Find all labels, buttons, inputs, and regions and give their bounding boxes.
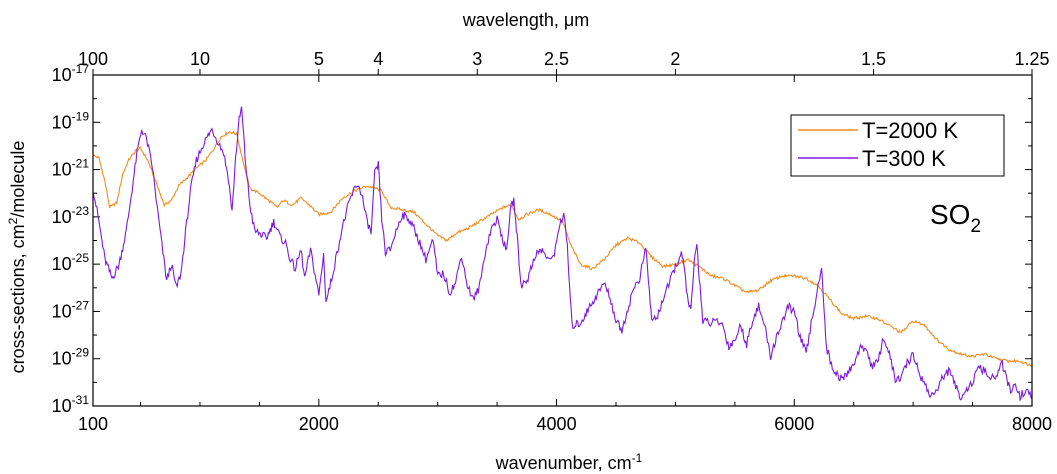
x-axis-title-main: wavenumber, cm <box>495 453 632 473</box>
y-tick-label-4: 10-23 <box>52 204 90 227</box>
top-tick-label-0: 100 <box>78 49 108 69</box>
x-axis-title: wavenumber, cm-1 <box>495 451 643 473</box>
top-tick-label-3: 4 <box>373 49 383 69</box>
plot-frame <box>92 74 1033 407</box>
y-tick-label-3: 10-25 <box>52 251 90 274</box>
molecule-annotation-main: SO <box>930 199 970 230</box>
top-tick-label-1: 10 <box>190 49 210 69</box>
legend-label-t300: T=300 K <box>862 146 946 171</box>
legend: T=2000 K T=300 K <box>790 114 1005 177</box>
ticks-layer: 100 2000 4000 6000 8000 100 10 5 4 3 2.5 2 1.5 1.25 10… <box>52 49 1052 434</box>
y-axis-title-rest: /molecule <box>8 141 28 218</box>
legend-box <box>790 114 1005 177</box>
top-tick-label-4: 3 <box>472 49 482 69</box>
y-tick-label-7: 10-17 <box>52 62 90 85</box>
top-tick-label-8: 1.25 <box>1014 49 1049 69</box>
x-tick-label-3: 6000 <box>774 414 814 434</box>
x-tick-label-0: 100 <box>78 414 108 434</box>
y-tick-label-6: 10-19 <box>52 109 90 132</box>
y-axis-title-main: cross-sections, cm <box>8 224 28 373</box>
x-axis-title-sup: -1 <box>632 451 643 465</box>
x-tick-label-4: 8000 <box>1012 414 1052 434</box>
top-tick-label-2: 5 <box>314 49 324 69</box>
y-axis-title: cross-sections, cm2/molecule <box>6 141 28 374</box>
x-tick-label-1: 2000 <box>299 414 339 434</box>
molecule-annotation: SO2 <box>930 199 981 237</box>
y-tick-label-0: 10-31 <box>52 393 90 416</box>
legend-label-t2000: T=2000 K <box>862 118 958 143</box>
top-tick-label-7: 1.5 <box>861 49 886 69</box>
molecule-annotation-sub: 2 <box>970 216 981 237</box>
top-axis-title: wavelength, μm <box>462 10 589 30</box>
y-tick-label-2: 10-27 <box>52 298 90 321</box>
top-tick-label-6: 2 <box>670 49 680 69</box>
y-axis-title-sup: 2 <box>6 217 20 224</box>
x-tick-label-2: 4000 <box>537 414 577 434</box>
y-tick-label-1: 10-29 <box>52 346 90 369</box>
y-tick-label-5: 10-21 <box>52 157 90 180</box>
top-tick-label-5: 2.5 <box>544 49 569 69</box>
series-layer <box>92 106 1033 402</box>
series-line-1 <box>92 106 1033 402</box>
